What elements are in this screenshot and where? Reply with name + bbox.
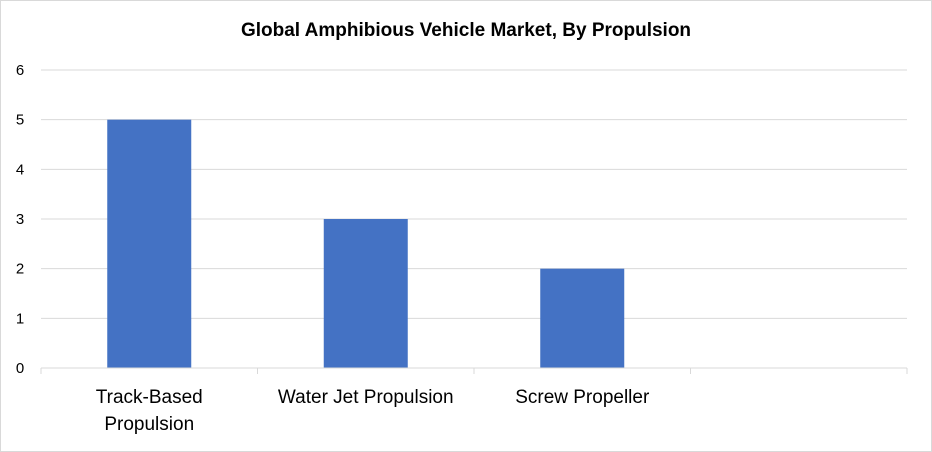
x-tick-label: Water Jet Propulsion [278, 387, 454, 408]
chart-title: Global Amphibious Vehicle Market, By Pro… [240, 20, 692, 41]
y-tick-label: 6 [16, 62, 24, 79]
bar [540, 268, 625, 368]
y-tick-label: 0 [16, 360, 24, 377]
y-tick-label: 4 [16, 161, 24, 178]
bar [107, 119, 192, 369]
y-tick-label: 3 [16, 211, 24, 228]
y-tick-label: 1 [16, 310, 24, 327]
y-tick-label: 5 [16, 112, 24, 129]
x-tick-label: Track-Based Propulsion [96, 387, 203, 435]
bar [323, 219, 408, 368]
y-tick-label: 2 [16, 261, 24, 278]
x-tick-label: Screw Propeller [515, 387, 650, 408]
